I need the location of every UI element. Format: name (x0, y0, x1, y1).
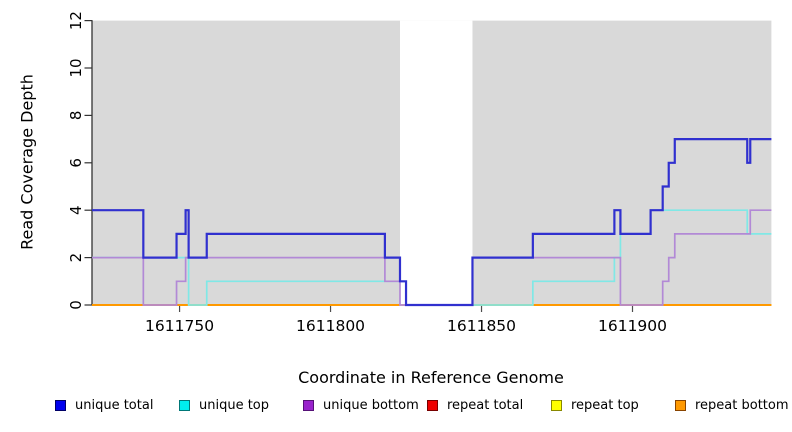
legend-swatch-icon (551, 399, 562, 411)
legend-item-unique-bottom: unique bottom (303, 396, 419, 414)
legend-swatch-icon (427, 399, 438, 411)
legend-swatch-icon (675, 399, 686, 411)
legend-item-repeat-bottom: repeat bottom (675, 396, 789, 414)
gap-region (399, 20, 473, 305)
legend-item-repeat-top: repeat top (551, 396, 639, 414)
legend-item-unique-top: unique top (179, 396, 269, 414)
series-line-unique-top (92, 209, 772, 306)
plot-area: 0 2 4 6 8 10 12 1611750 1611800 1611850 1611900 (67, 11, 772, 335)
x-axis-title: Coordinate in Reference Genome (298, 368, 564, 387)
y-tick-label: 0 (67, 300, 85, 310)
x-tick-label: 1611850 (447, 317, 516, 335)
legend-label: unique top (199, 397, 270, 413)
y-tick-label: 4 (67, 205, 85, 215)
x-tick-label: 1611800 (296, 317, 365, 335)
y-tick-label: 8 (67, 111, 85, 121)
series-line-unique-total (92, 138, 772, 307)
legend-item-repeat-total: repeat total (427, 396, 523, 414)
y-tick-label: 2 (67, 253, 85, 263)
y-tick-label: 12 (67, 11, 85, 30)
legend-swatch-icon (179, 399, 190, 411)
x-tick-label: 1611750 (145, 317, 214, 335)
legend-label: unique total (75, 397, 154, 413)
legend-item-unique-total: unique total (55, 396, 153, 414)
legend: unique total unique top unique bottom repea… (0, 396, 792, 418)
legend-label: repeat top (571, 397, 639, 413)
y-tick-label: 6 (67, 158, 85, 168)
x-tick-label: 1611900 (598, 317, 667, 335)
legend-label: unique bottom (323, 397, 419, 413)
legend-swatch-icon (303, 399, 314, 411)
legend-label: repeat bottom (695, 397, 789, 413)
y-tick-label: 10 (67, 58, 85, 77)
y-axis-title: Read Coverage Depth (17, 74, 37, 250)
legend-label: repeat total (447, 397, 524, 413)
legend-swatch-icon (55, 399, 66, 411)
